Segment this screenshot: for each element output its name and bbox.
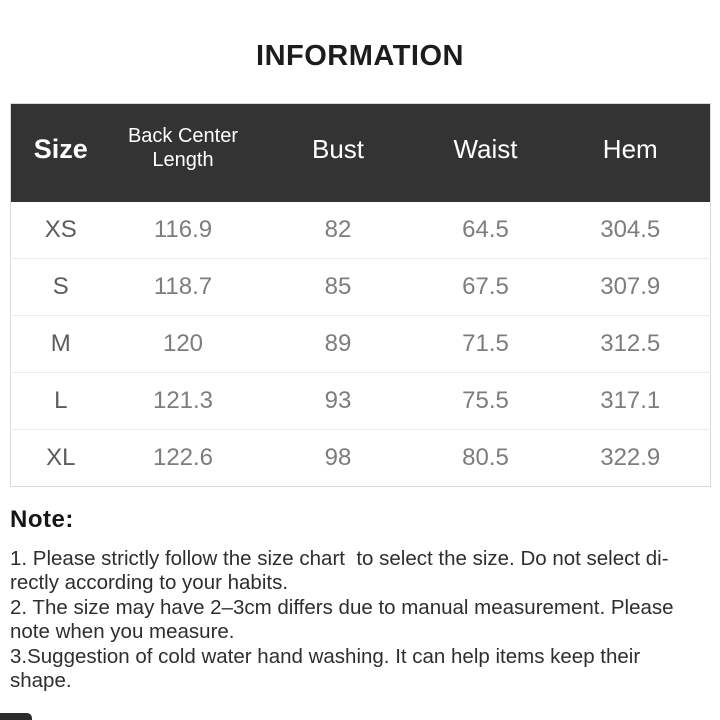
size-table: Size Back Center Length Bust Waist Hem X… [10, 103, 711, 487]
size-table-header: Size Back Center Length Bust Waist Hem [10, 103, 711, 202]
column-header-hem: Hem [550, 103, 711, 202]
bust-value: 93 [255, 372, 421, 430]
table-row-m: M 120 89 71.5 312.5 [10, 315, 711, 373]
hem-value: 304.5 [600, 216, 661, 243]
bust-value: 85 [255, 258, 421, 316]
column-header-waist: Waist [420, 103, 551, 202]
size-label: XL [10, 429, 111, 487]
note-line: rectly according to your habits. [10, 571, 289, 595]
note-line: 3.Suggestion of cold water hand washing.… [10, 644, 641, 668]
column-header-size: Size [10, 103, 111, 202]
hem-value: 307.9 [550, 258, 711, 316]
size-label: L [10, 372, 111, 430]
back-center-length-value: 121.3 [110, 372, 256, 430]
column-header-bust: Bust [255, 103, 421, 202]
bust-value: 98 [255, 429, 421, 487]
back-center-length-value: 120 [110, 315, 256, 373]
waist-value: 64.5 [462, 216, 509, 243]
bottom-left-corner-mark [0, 713, 32, 720]
table-row-l: L 121.3 93 75.5 317.1 [10, 372, 711, 430]
note-line: shape. [10, 669, 72, 693]
note-line: 2. The size may have 2–3cm differs due t… [10, 595, 674, 619]
waist-value: 71.5 [420, 315, 551, 373]
size-label: XS [44, 216, 77, 243]
note-line: note when you measure. [10, 620, 235, 644]
note-line: 1. Please strictly follow the size chart… [10, 547, 669, 570]
size-table-body: XS 116.9 82 64.5 304.5 S 118.7 85 67.5 3… [10, 202, 711, 487]
table-row-xl: XL 122.6 98 80.5 322.9 [10, 429, 711, 487]
hem-value: 312.5 [550, 315, 711, 373]
waist-value: 80.5 [420, 429, 551, 487]
header-row: Size Back Center Length Bust Waist Hem [10, 103, 711, 202]
note-heading: Note: [10, 506, 74, 533]
column-header-back-center-length: Back Center Length [110, 103, 256, 202]
hem-value: 322.9 [550, 429, 711, 487]
size-label: M [10, 315, 111, 373]
note-section: 1. Please strictly follow the size chart… [10, 547, 716, 693]
back-center-length-value: 116.9 [153, 216, 213, 243]
size-label: S [10, 258, 111, 316]
page-title: INFORMATION [256, 40, 464, 72]
table-row-xs: XS 116.9 82 64.5 304.5 [11, 202, 711, 259]
table-row-s: S 118.7 85 67.5 307.9 [10, 258, 711, 316]
back-center-length-value: 122.6 [110, 429, 256, 487]
hem-value: 317.1 [550, 372, 711, 430]
back-center-length-value: 118.7 [110, 258, 256, 316]
waist-value: 67.5 [420, 258, 551, 316]
waist-value: 75.5 [420, 372, 551, 430]
bust-value: 89 [255, 315, 421, 373]
bust-value: 82 [324, 216, 352, 243]
